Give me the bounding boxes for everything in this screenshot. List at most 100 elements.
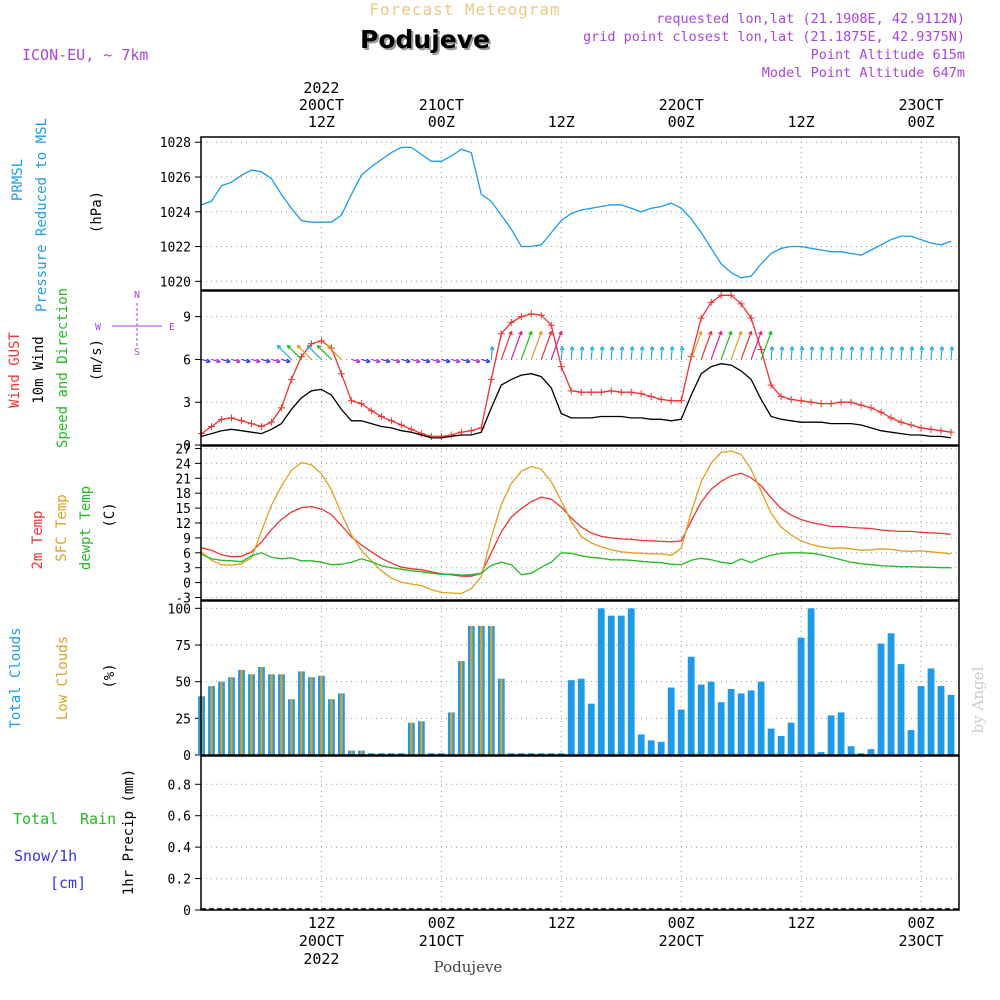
wind-arrow [530, 331, 543, 360]
gust-marker [217, 415, 225, 423]
wind-arrowhead [589, 346, 595, 351]
total-cloud-bar [877, 643, 885, 755]
wind-arrow [650, 346, 653, 360]
gust-marker [247, 420, 255, 428]
total-cloud-bar [737, 693, 745, 755]
low-cloud-bar [250, 674, 253, 755]
gust-marker [287, 375, 295, 383]
wind-arrowhead [216, 358, 221, 364]
y-tick-label: 1024 [160, 206, 191, 221]
y-tick-label: 12 [175, 517, 191, 532]
wind-arrowhead [829, 346, 835, 351]
requested-coords: requested lon,lat (21.1908E, 42.9112N) [656, 11, 965, 27]
wind-arrowhead [859, 346, 865, 351]
gust-marker [677, 397, 685, 405]
bottom-time-label: 00Z [907, 914, 934, 932]
low-cloud-bar [490, 625, 493, 755]
wind-arrow [326, 344, 342, 360]
precip-labels: Total Rain Snow/1h [cm] 1hr Precip (mm) [13, 769, 137, 895]
wind-label: 10m Wind [31, 336, 47, 403]
wind-arrowhead [316, 344, 322, 350]
wind-arrowhead [939, 346, 945, 351]
wind-arrowhead [579, 346, 585, 351]
total-cloud-bar [667, 687, 675, 755]
top-time-label: 00Z [907, 113, 934, 131]
wind-arrowhead [679, 346, 685, 351]
total-cloud-bar [757, 681, 765, 755]
y-tick-label: 3 [183, 396, 191, 411]
series-line-wind-gust [201, 294, 952, 438]
y-tick-label: 0 [183, 577, 191, 592]
wind-arrow [790, 346, 793, 360]
wind-arrow [800, 346, 803, 360]
wind-unit: (m/s) [89, 339, 105, 381]
temp-unit: (C) [102, 502, 118, 527]
wind-arrowhead [236, 358, 241, 364]
wind-arrowhead [758, 330, 763, 336]
wind-arrowhead [465, 358, 471, 364]
gust-marker [727, 291, 735, 299]
gust-marker [697, 314, 705, 322]
wind-arrowhead [538, 330, 543, 336]
total-cloud-bar [727, 689, 735, 755]
gust-marker [317, 337, 325, 345]
location-title: Podujeve [360, 25, 490, 54]
wind-arrowhead [889, 346, 895, 351]
low-cloud-bar [410, 722, 413, 755]
wind-arrowhead [296, 344, 302, 350]
credit-label: by Angel [969, 666, 987, 733]
gust-marker [307, 340, 315, 348]
wind-arrow [441, 358, 451, 363]
gust-marker [877, 408, 885, 416]
gust-marker [617, 388, 625, 396]
top-time-label: 23OCT [898, 96, 943, 114]
wind-arrow [391, 358, 401, 363]
total-cloud-bar [587, 703, 595, 755]
wind-arrow [830, 346, 833, 360]
compass-w: W [95, 322, 102, 333]
wind-arrow [900, 346, 903, 360]
wind-arrow [261, 358, 271, 363]
wind-arrowhead [929, 346, 935, 351]
wind-arrow [490, 346, 494, 360]
wind-arrow [740, 331, 752, 360]
wind-arrowhead [839, 346, 845, 351]
compass-e: E [169, 322, 175, 333]
wind-arrowhead [246, 358, 251, 364]
wind-arrow [610, 346, 613, 360]
wind-arrow [710, 331, 722, 360]
pressure-label-1: PRMSL [10, 159, 26, 201]
y-tick-label: 21 [175, 472, 191, 487]
low-cloud-bar [280, 674, 283, 755]
low-cloud-bar [290, 699, 293, 755]
wind-arrow [890, 346, 893, 360]
wind-arrow [316, 344, 332, 360]
wind-arrowhead [669, 346, 675, 351]
gust-marker [597, 388, 605, 396]
low-cloud-bar [450, 712, 453, 755]
total-cloud-bar [647, 740, 655, 755]
low-cloud-bar [330, 699, 333, 755]
gust-marker [947, 428, 955, 436]
gust-marker [647, 393, 655, 401]
wind-arrow [930, 346, 933, 360]
total-cloud-bar [937, 686, 945, 755]
wind-frame [200, 290, 960, 446]
wind-arrow [670, 346, 673, 360]
total-cloud-bar [947, 694, 955, 755]
top-time-label: 12Z [548, 113, 575, 131]
point-altitude: Point Altitude 615m [811, 47, 965, 63]
total-cloud-bar [767, 728, 775, 755]
gust-marker [337, 370, 345, 378]
y-tick-label: 50 [175, 676, 191, 691]
wind-arrow [371, 358, 381, 363]
wind-arrow [630, 346, 633, 360]
wind-arrow [640, 346, 643, 360]
top-time-label: 12Z [788, 113, 815, 131]
total-cloud-bar [607, 615, 615, 755]
wind-arrowhead [276, 358, 281, 364]
wind-arrowhead [489, 346, 495, 351]
gust-marker [847, 398, 855, 406]
wind-arrowhead [728, 330, 733, 336]
wind-arrowhead [698, 330, 703, 336]
